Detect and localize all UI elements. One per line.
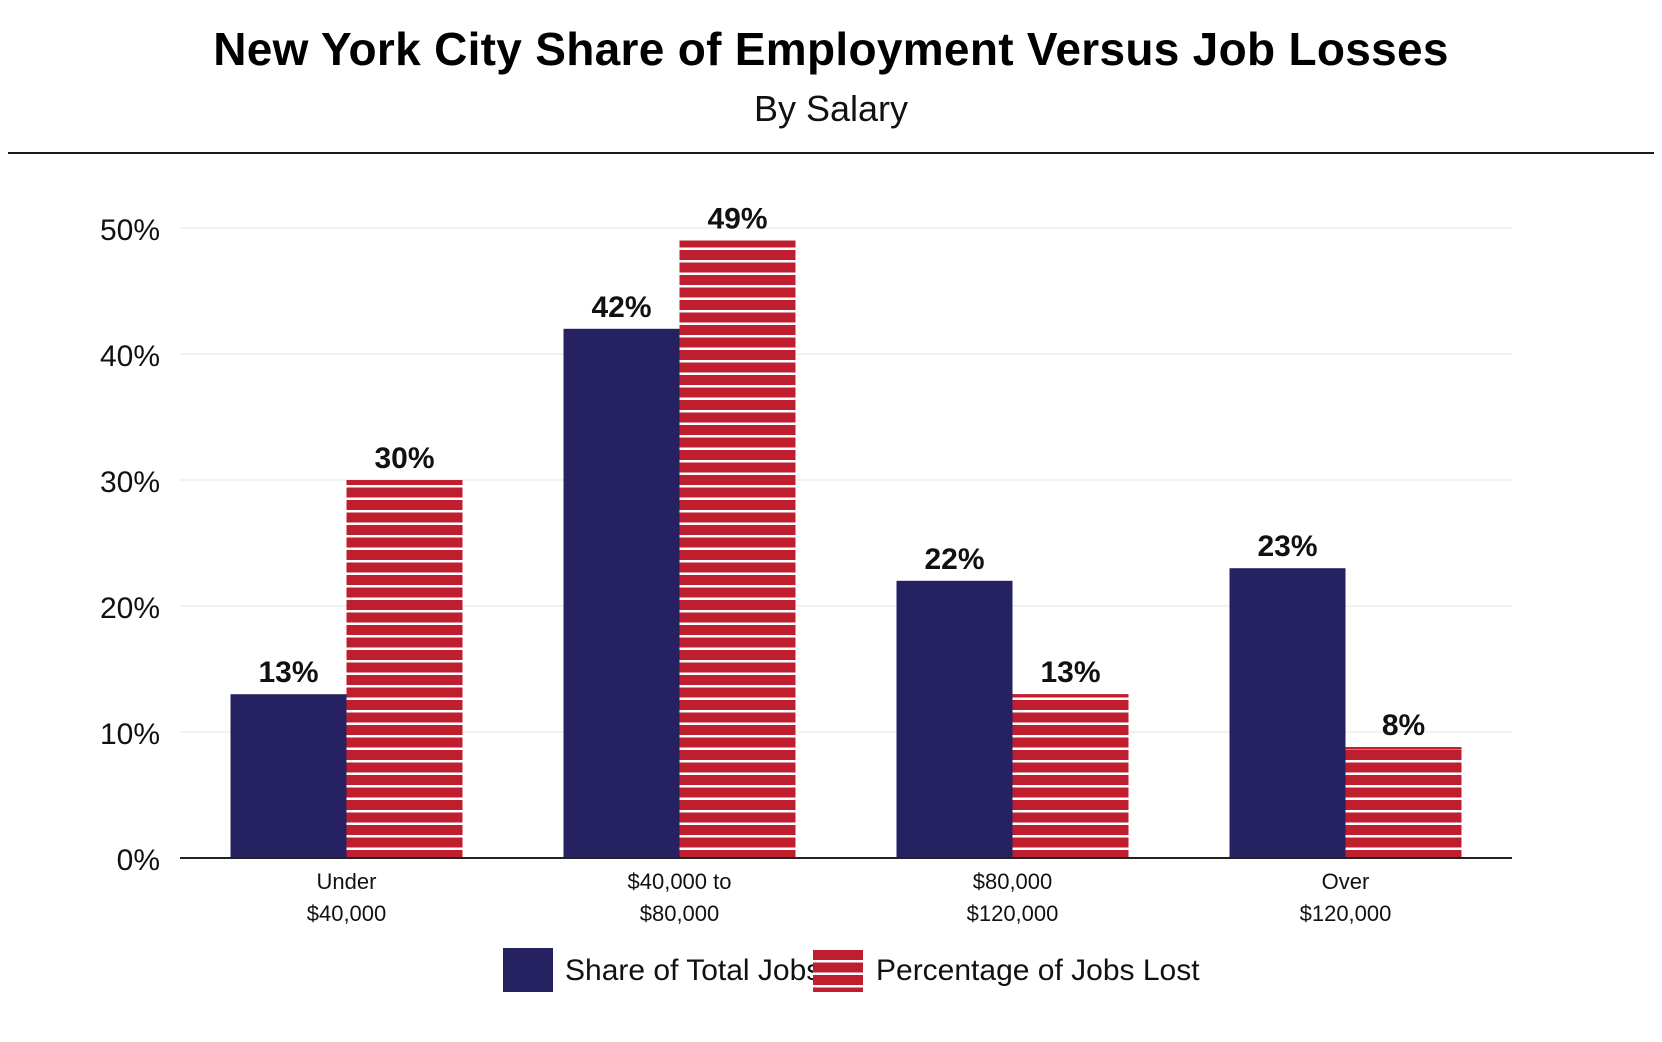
x-tick-label: $120,000: [967, 901, 1059, 926]
legend-swatch: [503, 948, 553, 992]
y-tick-label: 10%: [100, 718, 160, 751]
y-tick-label: 50%: [100, 214, 160, 247]
y-tick-label: 40%: [100, 340, 160, 373]
y-tick-label: 0%: [117, 844, 160, 877]
x-tick-label: $120,000: [1300, 901, 1392, 926]
x-tick-label: Under: [317, 869, 377, 894]
x-tick-label: $40,000 to: [628, 869, 732, 894]
x-tick-label: $40,000: [307, 901, 387, 926]
bar: [563, 328, 680, 858]
y-tick-label: 30%: [100, 466, 160, 499]
x-tick-label: $80,000: [640, 901, 720, 926]
data-label: 8%: [1382, 709, 1425, 742]
data-label: 30%: [374, 442, 434, 475]
x-tick-label: Over: [1322, 869, 1370, 894]
legend-label: Percentage of Jobs Lost: [876, 954, 1200, 987]
bar: [1345, 747, 1462, 858]
title-divider: [8, 152, 1654, 154]
data-label: 23%: [1257, 530, 1317, 563]
bar: [1012, 694, 1129, 858]
data-label: 42%: [591, 291, 651, 324]
data-label: 49%: [707, 203, 767, 236]
bar: [230, 694, 347, 858]
bar: [346, 480, 463, 858]
legend-swatch: [813, 948, 863, 992]
chart-title: New York City Share of Employment Versus…: [213, 23, 1449, 75]
bar: [1229, 568, 1346, 858]
chart-subtitle: By Salary: [753, 88, 909, 129]
data-label: 22%: [924, 543, 984, 576]
x-tick-label: $80,000: [973, 869, 1053, 894]
legend-label: Share of Total Jobs: [565, 954, 821, 987]
data-label: 13%: [258, 656, 318, 689]
y-tick-label: 20%: [100, 592, 160, 625]
bar: [679, 240, 796, 859]
bar: [896, 580, 1013, 858]
data-label: 13%: [1040, 656, 1100, 689]
